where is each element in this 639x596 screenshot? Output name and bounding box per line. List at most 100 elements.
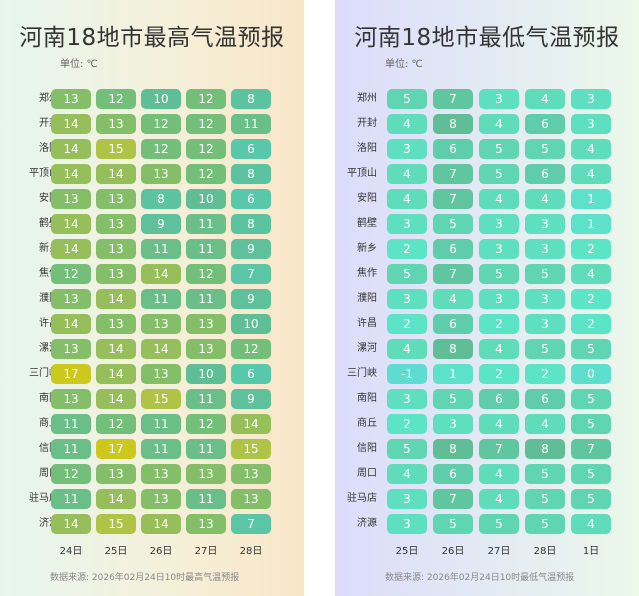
heatmap-cell: 12 — [96, 414, 136, 434]
column-label: 27日 — [487, 546, 511, 557]
heatmap-cell: 1 — [571, 214, 611, 234]
row-label: 鹤壁 — [357, 218, 377, 229]
heatmap-cell: 11 — [231, 114, 271, 134]
heatmap-cell: 4 — [387, 164, 427, 184]
row-label: 驻马店 — [347, 493, 377, 504]
column-label: 26日 — [441, 546, 465, 557]
heatmap-cell: 2 — [479, 314, 519, 334]
heatmap-cell: 7 — [571, 439, 611, 459]
heatmap-cell: 5 — [571, 464, 611, 484]
heatmap-cell: 7 — [479, 439, 519, 459]
heatmap-cell: 11 — [51, 439, 91, 459]
heatmap-cell: 12 — [51, 264, 91, 284]
row-label: 商丘 — [357, 418, 377, 429]
row-label: 郑州 — [357, 93, 377, 104]
heatmap-cell: 11 — [186, 239, 226, 259]
heatmap-cell: 4 — [387, 339, 427, 359]
heatmap-cell: 4 — [479, 114, 519, 134]
heatmap-cell: 5 — [387, 89, 427, 109]
heatmap-cell: 10 — [231, 314, 271, 334]
heatmap-cell: 12 — [51, 464, 91, 484]
heatmap-cell: 4 — [525, 89, 565, 109]
heatmap-cell: 14 — [51, 214, 91, 234]
heatmap-cell: 5 — [571, 389, 611, 409]
heatmap-cell: 14 — [51, 139, 91, 159]
row-label: 漯河 — [357, 343, 377, 354]
row-label: 商丘 — [39, 418, 59, 429]
unit-label: 单位: ℃ — [385, 59, 423, 70]
row-label: 郑州 — [39, 93, 59, 104]
heatmap-cell: 14 — [141, 514, 181, 534]
heatmap-cell: 8 — [433, 439, 473, 459]
heatmap-cell: 2 — [525, 364, 565, 384]
heatmap-cell: 11 — [186, 389, 226, 409]
heatmap-cell: 14 — [96, 164, 136, 184]
row-label: 濮阳 — [39, 293, 59, 304]
heatmap-cell: 4 — [571, 164, 611, 184]
heatmap-cell: 7 — [433, 189, 473, 209]
heatmap-cell: 7 — [231, 514, 271, 534]
heatmap-cell: 14 — [96, 389, 136, 409]
row-label: 驻马店 — [29, 493, 59, 504]
row-label: 漯河 — [39, 343, 59, 354]
row-label: 开封 — [357, 118, 377, 129]
heatmap-cell: 8 — [231, 89, 271, 109]
heatmap-cell: 7 — [433, 489, 473, 509]
heatmap-cell: 11 — [141, 414, 181, 434]
heatmap-cell: 13 — [231, 489, 271, 509]
heatmap-cell: 6 — [525, 114, 565, 134]
heatmap-cell: 5 — [433, 389, 473, 409]
heatmap-cell: 15 — [96, 139, 136, 159]
row-label: 周口 — [39, 468, 59, 479]
heatmap-cell: 13 — [51, 89, 91, 109]
heatmap-cell: 3 — [525, 289, 565, 309]
heatmap-cell: 2 — [387, 314, 427, 334]
heatmap-cell: 15 — [96, 514, 136, 534]
heatmap-cell: 5 — [479, 514, 519, 534]
heatmap-cell: 5 — [479, 164, 519, 184]
heatmap-cell: 12 — [96, 89, 136, 109]
heatmap-cell: 3 — [387, 514, 427, 534]
heatmap-cell: 8 — [231, 164, 271, 184]
heatmap-cell: 1 — [433, 364, 473, 384]
row-label: 洛阳 — [39, 143, 59, 154]
heatmap-cell: 11 — [186, 214, 226, 234]
heatmap-cell: 13 — [141, 489, 181, 509]
heatmap-cell: 11 — [186, 489, 226, 509]
heatmap-cell: 6 — [231, 139, 271, 159]
heatmap-cell: 11 — [141, 239, 181, 259]
high-temp-panel: 河南18地市最高气温预报 单位: ℃ 郑州 13 12 10 12 8 开封 14 13 12 12… — [0, 0, 304, 596]
heatmap-cell: 14 — [96, 489, 136, 509]
heatmap-cell: 6 — [231, 189, 271, 209]
row-label: 焦作 — [357, 268, 377, 279]
heatmap-cell: 13 — [96, 264, 136, 284]
low-temp-panel: 河南18地市最低气温预报 单位: ℃ 郑州 5 7 3 4 3 开封 4 8 4 6 3 洛阳 3 6 5 5 4… — [335, 0, 639, 596]
heatmap-cell: 5 — [525, 139, 565, 159]
heatmap-cell: 9 — [231, 239, 271, 259]
heatmap-cell: 3 — [525, 239, 565, 259]
row-label: 安阳 — [357, 193, 377, 204]
heatmap-cell: 13 — [141, 364, 181, 384]
heatmap-cell: 3 — [479, 89, 519, 109]
heatmap-cell: 14 — [141, 264, 181, 284]
heatmap-cell: 14 — [231, 414, 271, 434]
heatmap-cell: 12 — [141, 139, 181, 159]
heatmap-cell: 5 — [571, 339, 611, 359]
heatmap-cell: 17 — [51, 364, 91, 384]
row-label: 鹤壁 — [39, 218, 59, 229]
column-label: 1日 — [582, 546, 600, 557]
heatmap-cell: 7 — [433, 264, 473, 284]
heatmap-cell: 6 — [433, 239, 473, 259]
heatmap-cell: 8 — [433, 339, 473, 359]
row-label: 焦作 — [39, 268, 59, 279]
heatmap-cell: 13 — [96, 114, 136, 134]
heatmap-cell: 4 — [387, 464, 427, 484]
heatmap-cell: 3 — [387, 139, 427, 159]
column-label: 28日 — [239, 546, 263, 557]
heatmap-cell: 11 — [186, 289, 226, 309]
heatmap-cell: 2 — [387, 414, 427, 434]
row-label: 洛阳 — [357, 143, 377, 154]
heatmap-cell: 4 — [479, 464, 519, 484]
heatmap-cell: 12 — [186, 89, 226, 109]
heatmap-cell: 13 — [51, 389, 91, 409]
